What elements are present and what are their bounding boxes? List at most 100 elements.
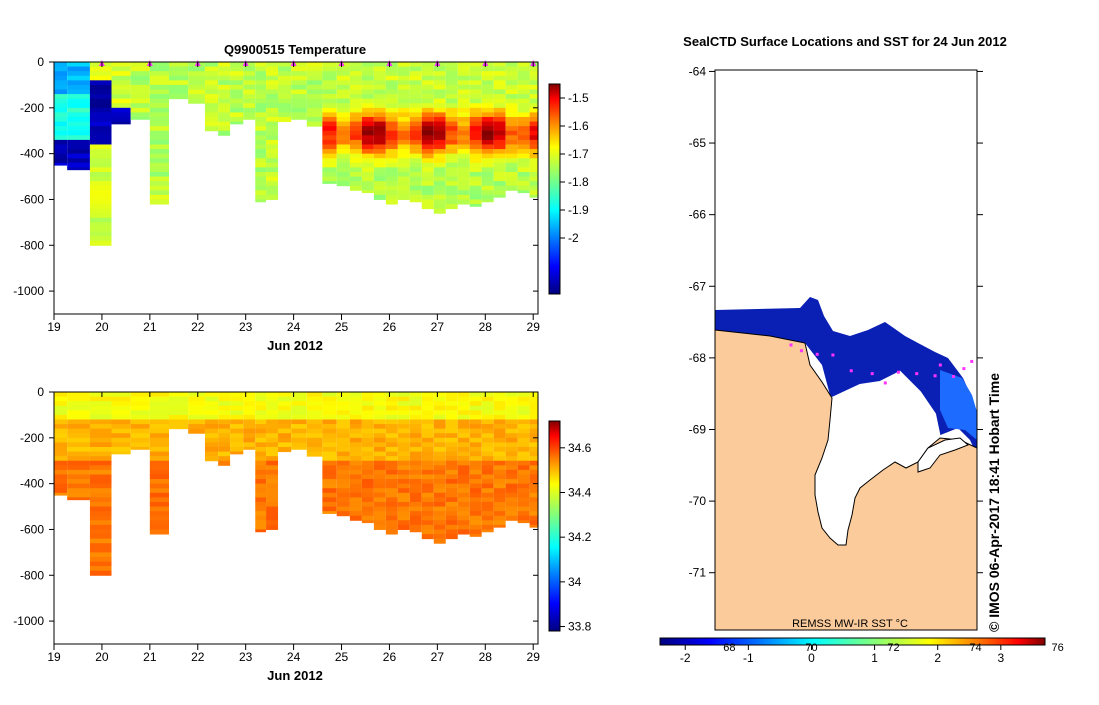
salinity-cell xyxy=(517,501,530,508)
temperature-colorbar-tick-label: -1.9 xyxy=(568,203,589,217)
salinity-cell xyxy=(336,392,350,398)
temperature-y-tick-label: -800 xyxy=(20,238,44,252)
temperature-cell xyxy=(481,135,494,141)
salinity-cell xyxy=(266,442,279,448)
temperature-cell xyxy=(255,171,267,178)
temperature-cell xyxy=(169,94,189,100)
temperature-cell xyxy=(278,80,292,86)
salinity-cell xyxy=(255,419,267,425)
salinity-cell xyxy=(445,419,458,425)
temperature-cell xyxy=(291,66,307,72)
salinity-cell xyxy=(397,483,410,489)
salinity-cell xyxy=(67,401,90,407)
temperature-cell xyxy=(67,135,90,141)
salinity-cell xyxy=(529,511,538,517)
temperature-cell xyxy=(529,112,538,118)
temperature-cell xyxy=(469,84,482,90)
temperature-y-tick-label: -200 xyxy=(20,101,44,115)
salinity-cell xyxy=(457,392,470,398)
salinity-cell xyxy=(481,424,494,430)
salinity-cell xyxy=(336,483,350,489)
salinity-cell xyxy=(266,488,279,494)
temperature-cell xyxy=(204,98,219,104)
salinity-cell xyxy=(336,433,350,439)
salinity-cell xyxy=(529,501,538,508)
temperature-cell xyxy=(255,135,267,141)
temperature-cell xyxy=(517,153,530,159)
temperature-cell xyxy=(445,204,458,210)
temperature-cell xyxy=(230,71,244,77)
salinity-cell xyxy=(111,433,131,439)
salinity-cell xyxy=(54,442,68,448)
salinity-cell xyxy=(336,442,350,448)
salinity-cell xyxy=(385,520,398,526)
temperature-cell xyxy=(336,171,350,178)
salinity-cell xyxy=(278,428,292,434)
salinity-cell xyxy=(421,511,434,517)
salinity-cell xyxy=(529,405,538,411)
temperature-cell xyxy=(204,121,219,127)
temperature-cell xyxy=(54,121,68,127)
salinity-cell xyxy=(385,419,398,425)
temperature-cell xyxy=(481,80,494,86)
salinity-cell xyxy=(505,492,518,498)
temperature-cell xyxy=(67,89,90,95)
temperature-cell xyxy=(445,149,458,155)
salinity-cell xyxy=(505,414,518,420)
temperature-cell xyxy=(188,66,205,72)
salinity-cell xyxy=(481,410,494,416)
salinity-y-tick-label: 0 xyxy=(37,385,44,399)
temperature-cell xyxy=(255,176,267,182)
temperature-cell xyxy=(505,84,518,90)
temperature-cell xyxy=(385,199,398,205)
salinity-cell xyxy=(385,497,398,503)
temperature-cell xyxy=(255,149,267,155)
temperature-cell xyxy=(409,199,422,203)
salinity-cell xyxy=(493,456,506,462)
temperature-cell xyxy=(361,121,374,127)
salinity-cell xyxy=(385,392,398,398)
temperature-cell xyxy=(421,204,434,210)
temperature-cell xyxy=(373,75,386,81)
temperature-cell xyxy=(306,89,323,95)
temperature-cell xyxy=(349,121,362,127)
salinity-cell xyxy=(469,524,482,530)
salinity-cell xyxy=(218,396,231,402)
salinity-cell xyxy=(349,446,362,453)
temperature-cell xyxy=(421,190,434,196)
salinity-cell xyxy=(433,492,446,498)
temperature-cell xyxy=(336,130,350,136)
temperature-cell xyxy=(218,75,231,81)
temperature-cell xyxy=(433,144,446,150)
salinity-cell xyxy=(67,424,90,430)
salinity-cell xyxy=(493,428,506,434)
temperature-cell xyxy=(469,204,482,207)
temperature-cell xyxy=(409,107,422,113)
temperature-cell xyxy=(493,176,506,182)
temperature-cell xyxy=(349,89,362,95)
salinity-cell xyxy=(529,410,538,416)
salinity-cell xyxy=(373,396,386,402)
temperature-cell xyxy=(385,84,398,90)
salinity-cell xyxy=(493,497,506,503)
temperature-cell xyxy=(397,126,410,132)
temperature-cell xyxy=(457,62,470,68)
temperature-cell xyxy=(385,144,398,150)
temperature-cell xyxy=(433,89,446,95)
temperature-cell xyxy=(457,194,470,200)
temperature-cell xyxy=(255,107,267,113)
temperature-cell xyxy=(111,80,131,86)
salinity-cell xyxy=(493,501,506,508)
temperature-y-tick-label: -400 xyxy=(20,147,44,161)
salinity-cell xyxy=(373,497,386,503)
temperature-cell xyxy=(505,130,518,136)
salinity-cell xyxy=(529,479,538,485)
temperature-cell xyxy=(255,80,267,86)
salinity-cell xyxy=(505,419,518,425)
temperature-cell xyxy=(445,103,458,109)
salinity-cell xyxy=(89,534,112,540)
salinity-cell xyxy=(111,428,131,434)
salinity-cell xyxy=(469,392,482,398)
salinity-cell xyxy=(278,437,292,443)
